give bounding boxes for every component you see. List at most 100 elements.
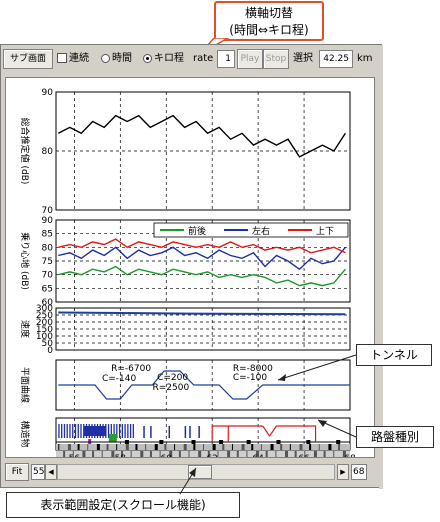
rate-field[interactable]: 1 xyxy=(217,50,235,68)
roadbed-mark xyxy=(299,444,303,450)
ytick-label: 70 xyxy=(42,271,54,281)
panel-1-ylabel: 総合推定値 (dB) xyxy=(19,118,31,185)
structure-mark xyxy=(129,424,132,438)
stop-button[interactable]: Stop xyxy=(263,49,289,69)
km-radio-label: キロ程 xyxy=(154,53,184,64)
roadbed-mark xyxy=(251,444,254,450)
roadbed-mark xyxy=(217,451,219,457)
range-start-field[interactable]: 55 xyxy=(31,464,45,480)
radio-icon[interactable] xyxy=(101,53,110,63)
roadbed-mark xyxy=(212,444,216,450)
structure-mark xyxy=(116,424,118,438)
ride-series-line-2 xyxy=(58,246,346,271)
axis-switch-callout-line1: 横軸切替 xyxy=(244,6,293,20)
select-value-field[interactable]: 42.25 xyxy=(319,50,353,68)
roadbed-mark xyxy=(135,444,138,450)
structure-dot xyxy=(159,440,164,444)
roadbed-mark xyxy=(342,451,346,457)
xtick-label: 60 xyxy=(161,454,173,457)
ytick-label: 0 xyxy=(47,346,53,356)
legend-label-1: 前後 xyxy=(188,225,206,237)
ytick-label: 80 xyxy=(42,147,54,157)
roadbed-mark xyxy=(338,444,341,450)
roadbed-mark xyxy=(207,451,210,457)
roadbed-mark xyxy=(203,444,204,450)
ytick-label: 80 xyxy=(42,243,54,253)
roadbed-mark xyxy=(265,451,268,457)
roadbed-mark xyxy=(67,444,71,450)
structure-mark xyxy=(69,424,71,438)
roadbed-mark xyxy=(140,451,144,457)
roadbed-mark xyxy=(333,451,335,457)
ytick-label: 200 xyxy=(36,318,53,328)
toolbar: サブ画面 連続 時間 キロ程 rate 1 Play Stop 選択 42.25… xyxy=(3,49,379,71)
roadbed-mark xyxy=(101,451,103,457)
scroll-left-button[interactable]: ◀ xyxy=(45,464,57,480)
horizontal-scroll-track[interactable] xyxy=(57,464,335,480)
scroll-range-callout: 表示範囲設定(スクロール機能) xyxy=(6,492,240,518)
plot-area[interactable]: 総合推定値 (dB) 90 80 70 乗り心地 (dB) 90 85 80 75 70 65 60 速… xyxy=(5,77,375,458)
roadbed-mark xyxy=(121,451,124,457)
tunnel-line xyxy=(262,425,317,442)
curve-annotation-5: R=-8000 xyxy=(233,364,273,374)
structure-dot xyxy=(276,440,281,444)
ytick-label: 65 xyxy=(42,284,53,294)
roadbed-mark xyxy=(294,451,297,457)
continuous-checkbox[interactable]: 連続 xyxy=(57,49,89,69)
radio-selected-icon[interactable] xyxy=(143,53,152,63)
curve-annotation-3: C=200 xyxy=(157,373,188,383)
roadbed-mark xyxy=(318,444,320,450)
legend-label-3: 上下 xyxy=(316,226,334,237)
ride-series-line-1 xyxy=(58,265,346,287)
structure-mark xyxy=(168,426,171,438)
ytick-label: 50 xyxy=(42,339,54,349)
structure-dot xyxy=(191,440,196,444)
axis-switch-callout: 横軸切替 (時間⇔キロ程) xyxy=(214,1,324,41)
xtick-label: 66 xyxy=(298,454,310,457)
range-control-bar: Fit 55 ◀ ▶ 68 xyxy=(5,463,379,483)
sub-window-button[interactable]: サブ画面 xyxy=(3,49,53,69)
structure-dot xyxy=(124,440,129,444)
roadbed-mark xyxy=(130,451,132,457)
tunnel-line xyxy=(211,425,263,442)
ride-series-line-3 xyxy=(58,238,346,254)
roadbed-mark xyxy=(58,444,60,450)
structure-mark xyxy=(118,424,121,438)
roadbed-mark xyxy=(125,444,129,450)
roadbed-mark xyxy=(178,451,181,457)
roadbed-mark xyxy=(275,451,277,457)
structure-mark xyxy=(113,424,115,438)
structure-marker-purple xyxy=(88,439,92,447)
roadbed-mark xyxy=(304,451,306,457)
curve-annotation-4: R=2500 xyxy=(152,383,189,393)
roadbed-mark xyxy=(236,451,239,457)
scroll-right-button[interactable]: ▶ xyxy=(337,464,349,480)
range-end-field[interactable]: 68 xyxy=(351,464,367,480)
roadbed-callout: 路盤種別 xyxy=(356,426,434,448)
structure-dot xyxy=(336,440,341,444)
select-label: 選択 xyxy=(293,53,313,64)
structure-mark xyxy=(72,424,74,438)
time-radio[interactable]: 時間 xyxy=(101,49,132,69)
xtick-label: 58 xyxy=(115,454,127,457)
panel-2-ylabel: 乗り心地 (dB) xyxy=(19,232,31,290)
plot-canvas[interactable]: 総合推定値 (dB) 90 80 70 乗り心地 (dB) 90 85 80 75 70 65 60 速… xyxy=(6,78,374,457)
panel-4-ylabel: 平面曲線 xyxy=(19,367,31,403)
km-radio[interactable]: キロ程 xyxy=(143,49,184,69)
checkbox-icon[interactable] xyxy=(57,53,67,63)
chart-viewer-window: サブ画面 連続 時間 キロ程 rate 1 Play Stop 選択 42.25… xyxy=(0,44,383,489)
play-button[interactable]: Play xyxy=(237,49,263,69)
fit-button[interactable]: Fit xyxy=(5,463,29,481)
curve-annotation-1: R=-6700 xyxy=(111,364,151,374)
structure-mark xyxy=(74,424,77,438)
roadbed-mark xyxy=(159,451,161,457)
ytick-label: 250 xyxy=(36,311,53,321)
roadbed-mark xyxy=(77,444,80,450)
roadbed-mark xyxy=(154,444,158,450)
roadbed-mark xyxy=(231,444,233,450)
structure-mark xyxy=(184,426,187,438)
horizontal-scroll-thumb[interactable] xyxy=(188,465,212,479)
xtick-label: 68 xyxy=(344,454,356,457)
structure-dot xyxy=(246,440,251,444)
structure-mark xyxy=(121,424,123,438)
